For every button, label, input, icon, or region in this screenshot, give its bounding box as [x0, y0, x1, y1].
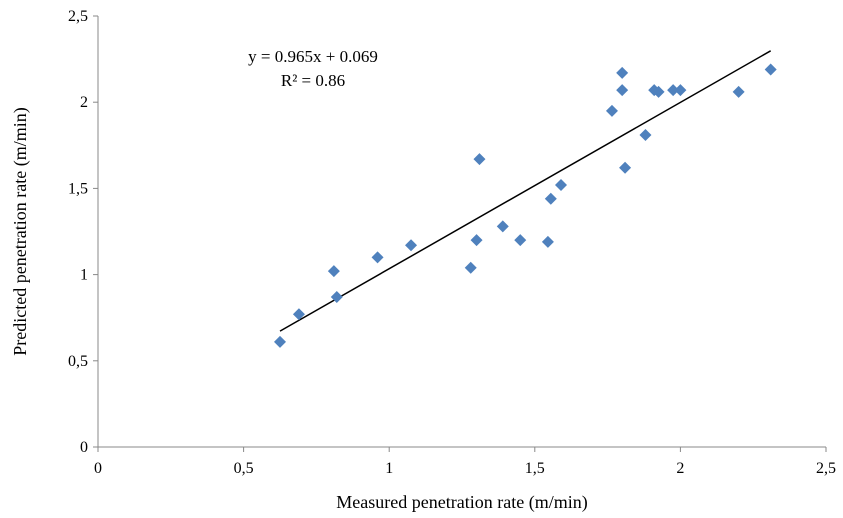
y-tick-label: 2 [80, 94, 88, 111]
data-point [674, 84, 687, 97]
data-point [764, 63, 777, 76]
y-axis-title: Predicted penetration rate (m/min) [10, 107, 31, 355]
data-point [514, 234, 527, 247]
data-point [555, 178, 568, 191]
r-squared-label: R² = 0.86 [281, 71, 345, 90]
data-point [327, 265, 340, 278]
data-point [371, 251, 384, 264]
data-point [667, 84, 680, 97]
data-point [544, 192, 557, 205]
data-points [274, 63, 777, 348]
x-tick-label: 1 [385, 460, 393, 477]
data-point [541, 235, 554, 248]
data-point [274, 335, 286, 348]
data-point [496, 220, 509, 233]
data-point [473, 153, 486, 166]
y-tick-label: 0 [80, 439, 88, 456]
x-tick-group: 0 0,5 1 1,5 2 2,5 [94, 447, 836, 477]
x-tick-label: 2 [676, 460, 684, 477]
y-tick-label: 1,5 [68, 180, 88, 197]
data-point [616, 84, 629, 97]
x-tick-label: 1,5 [525, 460, 545, 477]
data-point [405, 239, 418, 252]
data-point [292, 308, 305, 321]
x-tick-label: 0 [94, 460, 102, 477]
axes [97, 16, 826, 448]
y-tick-label: 2,5 [68, 8, 88, 25]
data-point [464, 261, 477, 274]
data-point [619, 161, 632, 174]
y-tick-label: 0,5 [68, 353, 88, 370]
y-tick-label: 1 [80, 267, 88, 284]
trendline-equation: y = 0.965x + 0.069 [248, 47, 378, 66]
data-point [330, 291, 343, 304]
data-point [470, 234, 483, 247]
data-point [732, 85, 745, 98]
x-tick-label: 0,5 [234, 460, 254, 477]
trendline [279, 50, 772, 332]
x-tick-label: 2,5 [816, 460, 836, 477]
data-point [616, 66, 629, 79]
data-point [652, 85, 665, 98]
data-point [639, 128, 652, 141]
y-tick-group: 0 0,5 1 1,5 2 2,5 [68, 8, 98, 456]
x-axis-title: Measured penetration rate (m/min) [336, 492, 587, 513]
data-point [605, 104, 618, 117]
